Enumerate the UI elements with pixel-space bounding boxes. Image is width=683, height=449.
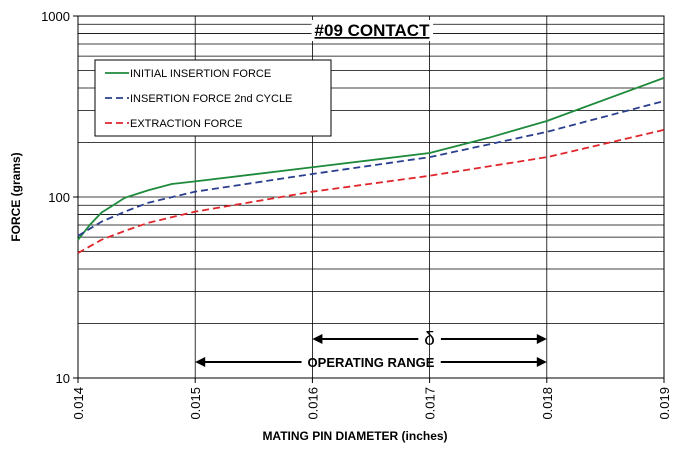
x-tick-label: 0.015 <box>188 387 203 420</box>
legend-label: INSERTION FORCE 2nd CYCLE <box>130 93 292 105</box>
series-line <box>77 100 665 237</box>
series-line <box>77 77 665 241</box>
arrow-head <box>312 334 323 344</box>
legend-box <box>94 59 332 137</box>
arrow-head <box>195 357 206 367</box>
plot-frame <box>77 15 665 379</box>
annotation-text: δ <box>424 329 435 350</box>
title-background <box>311 20 434 41</box>
x-tick-label: 0.014 <box>71 387 86 420</box>
x-tick-label: 0.017 <box>423 387 438 420</box>
y-tick-label: 100 <box>48 190 70 205</box>
chart-title: #09 CONTACT <box>315 21 431 40</box>
legend-label: EXTRACTION FORCE <box>130 118 242 130</box>
y-axis-title: FORCE (grams) <box>9 152 23 241</box>
arrow-head <box>536 334 547 344</box>
legend-label: INITIAL INSERTION FORCE <box>130 68 271 80</box>
x-tick-label: 0.016 <box>305 387 320 420</box>
x-tick-label: 0.018 <box>540 387 555 420</box>
annotation-text: OPERATING RANGE <box>308 355 435 370</box>
x-axis-title: MATING PIN DIAMETER (inches) <box>262 429 447 443</box>
x-tick-label: 0.019 <box>657 387 672 420</box>
y-tick-label: 10 <box>56 371 70 386</box>
arrow-head <box>536 357 547 367</box>
series-line <box>77 128 665 254</box>
y-tick-label: 1000 <box>41 9 70 24</box>
